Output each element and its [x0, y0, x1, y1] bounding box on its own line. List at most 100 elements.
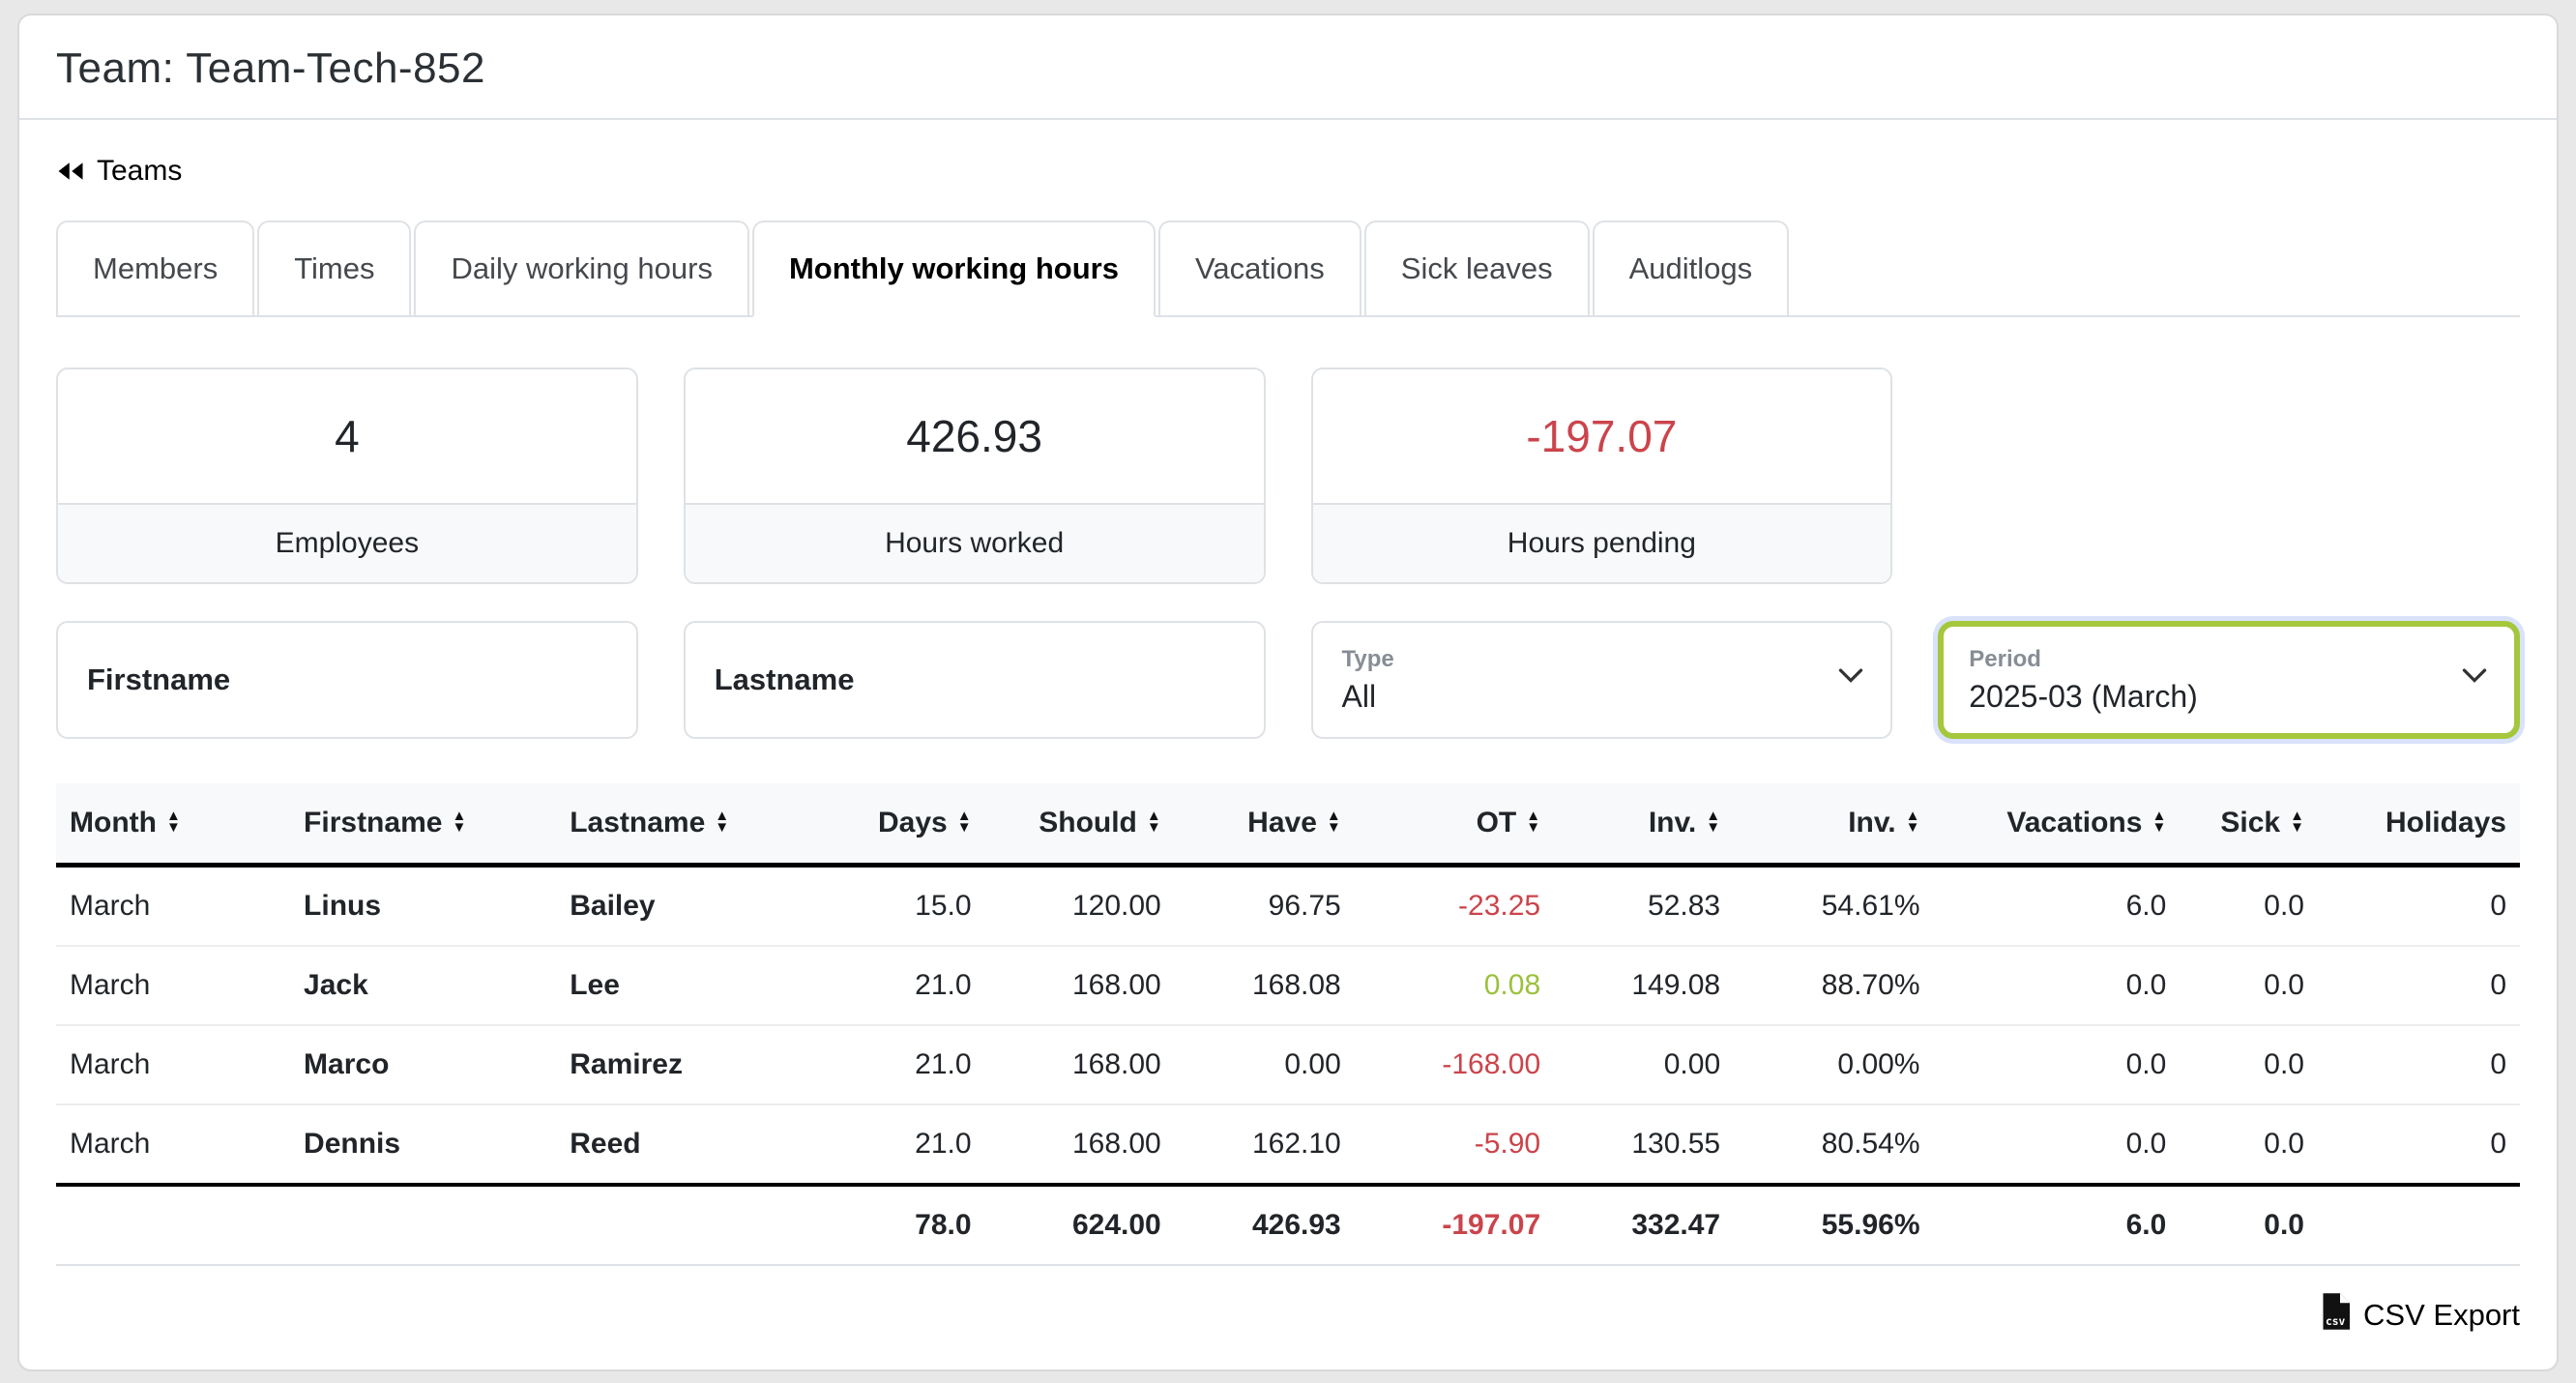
file-csv-icon: csv: [2321, 1293, 2351, 1338]
period-select[interactable]: Period 2025-03 (March): [1938, 621, 2520, 739]
tab-bar: Members Times Daily working hours Monthl…: [56, 221, 2520, 317]
cell-holidays: 0: [2317, 1104, 2520, 1187]
tab-monthly-working-hours[interactable]: Monthly working hours: [751, 221, 1156, 317]
table-totals: 78.0 624.00 426.93 -197.07 332.47 55.96% 6.0 0.…: [56, 1185, 2520, 1266]
cell-inv: 0.00: [1554, 1025, 1735, 1105]
tab-sick-leaves[interactable]: Sick leaves: [1363, 221, 1590, 317]
rewind-icon: [56, 160, 85, 183]
svg-text:csv: csv: [2326, 1315, 2346, 1328]
total-inv: 55.96%: [1734, 1185, 1934, 1266]
hours-worked-card: 426.93 Hours worked: [683, 368, 1266, 584]
tab-vacations[interactable]: Vacations: [1157, 221, 1361, 317]
summary-cards-row: 4 Employees 426.93 Hours worked -197.07 …: [56, 368, 2520, 584]
column-header-should[interactable]: Should ▲ ▼: [984, 783, 1175, 868]
employees-card: 4 Employees: [56, 368, 638, 584]
employees-label: Employees: [58, 503, 636, 582]
cell-holidays: 0: [2317, 1025, 2520, 1105]
type-select-label: Type: [1341, 645, 1394, 672]
hours-pending-value: -197.07: [1526, 411, 1678, 461]
cell-should: 168.00: [984, 946, 1175, 1026]
table-row: March Dennis Reed 21.0 168.00 162.10 -5.90 130.…: [56, 1104, 2520, 1187]
cell-ot: -5.90: [1354, 1104, 1555, 1187]
tab-auditlogs[interactable]: Auditlogs: [1592, 221, 1790, 317]
total-vacations: 6.0: [1933, 1185, 2181, 1266]
back-link-label: Teams: [97, 155, 183, 187]
cell-vacations: 0.0: [1933, 946, 2181, 1026]
tab-daily-working-hours[interactable]: Daily working hours: [414, 221, 749, 317]
cell-inv: 80.54%: [1734, 1104, 1934, 1187]
csv-export-button[interactable]: csv CSV Export: [2321, 1293, 2520, 1338]
column-header-sick[interactable]: Sick ▲ ▼: [2180, 783, 2318, 868]
sort-icon: ▲ ▼: [1706, 808, 1721, 837]
column-header-lastname[interactable]: Lastname ▲ ▼: [556, 783, 833, 868]
hours-pending-label: Hours pending: [1312, 503, 1891, 582]
cell-have: 96.75: [1174, 865, 1355, 947]
cell-sick: 0.0: [2180, 1104, 2318, 1187]
column-header-firstname[interactable]: Firstname ▲ ▼: [290, 783, 557, 868]
back-to-teams-link[interactable]: Teams: [56, 155, 182, 188]
type-select[interactable]: Type All: [1310, 621, 1893, 739]
total-inv: 332.47: [1554, 1185, 1735, 1266]
total-firstname: [290, 1185, 557, 1266]
column-header-days[interactable]: Days ▲ ▼: [832, 783, 985, 868]
total-should: 624.00: [984, 1185, 1175, 1266]
sort-icon: ▲ ▼: [1526, 808, 1541, 837]
tab-members[interactable]: Members: [56, 221, 255, 317]
total-have: 426.93: [1174, 1185, 1355, 1266]
total-days: 78.0: [832, 1185, 985, 1266]
cell-lastname: Lee: [556, 946, 833, 1026]
monthly-hours-table: Month ▲ ▼ Firstname ▲ ▼ Lastname ▲ ▼ Days ▲ ▼ Should…: [56, 783, 2520, 1266]
cell-holidays: 0: [2317, 865, 2520, 947]
main-panel: Team: Team-Tech-852 Teams Members Times …: [17, 14, 2559, 1371]
sort-icon: ▲ ▼: [452, 808, 467, 837]
cell-month: March: [56, 1104, 291, 1187]
cell-vacations: 0.0: [1933, 1104, 2181, 1187]
cell-inv: 149.08: [1554, 946, 1735, 1026]
cell-month: March: [56, 1025, 291, 1105]
column-header-ot[interactable]: OT ▲ ▼: [1354, 783, 1555, 868]
sort-icon: ▲ ▼: [165, 808, 181, 837]
cell-have: 162.10: [1174, 1104, 1355, 1187]
title-divider: [19, 118, 2557, 120]
tab-times[interactable]: Times: [257, 221, 412, 317]
column-header-inv[interactable]: Inv. ▲ ▼: [1554, 783, 1735, 868]
total-sick: 0.0: [2180, 1185, 2318, 1266]
table-header: Month ▲ ▼ Firstname ▲ ▼ Lastname ▲ ▼ Days ▲ ▼ Should…: [56, 783, 2520, 868]
total-lastname: [556, 1185, 833, 1266]
cell-lastname: Reed: [556, 1104, 833, 1187]
table-row: March Marco Ramirez 21.0 168.00 0.00 -168.00 0.…: [56, 1025, 2520, 1105]
cell-inv: 130.55: [1554, 1104, 1735, 1187]
period-select-value: 2025-03 (March): [1969, 678, 2198, 714]
column-header-month[interactable]: Month ▲ ▼: [56, 783, 291, 868]
sort-icon: ▲ ▼: [715, 808, 730, 837]
hours-worked-value: 426.93: [906, 411, 1042, 461]
firstname-input[interactable]: [56, 621, 638, 739]
sort-icon: ▲ ▼: [1905, 808, 1920, 837]
cell-vacations: 6.0: [1933, 865, 2181, 947]
sort-icon: ▲ ▼: [1326, 808, 1341, 837]
cell-firstname: Dennis: [290, 1104, 557, 1187]
cell-days: 21.0: [832, 1104, 985, 1187]
column-header-inv[interactable]: Inv. ▲ ▼: [1734, 783, 1934, 868]
lastname-input[interactable]: [683, 621, 1266, 739]
sort-icon: ▲ ▼: [2290, 808, 2304, 837]
cards-row-spacer: [1938, 368, 2520, 584]
cell-days: 21.0: [832, 946, 985, 1026]
cell-have: 0.00: [1174, 1025, 1355, 1105]
page-title: Team: Team-Tech-852: [56, 44, 485, 92]
cell-have: 168.08: [1174, 946, 1355, 1026]
cell-sick: 0.0: [2180, 865, 2318, 947]
cell-inv: 88.70%: [1734, 946, 1934, 1026]
cell-should: 120.00: [984, 865, 1175, 947]
column-header-vacations[interactable]: Vacations ▲ ▼: [1933, 783, 2181, 868]
sort-icon: ▲ ▼: [956, 808, 972, 837]
chevron-down-icon: [2462, 667, 2487, 689]
cell-should: 168.00: [984, 1025, 1175, 1105]
cell-month: March: [56, 946, 291, 1026]
column-header-holidays: Holidays: [2317, 783, 2520, 868]
cell-inv: 0.00%: [1734, 1025, 1934, 1105]
hours-worked-label: Hours worked: [685, 503, 1264, 582]
column-header-have[interactable]: Have ▲ ▼: [1174, 783, 1355, 868]
total-month: [56, 1185, 291, 1266]
cell-days: 15.0: [832, 865, 985, 947]
